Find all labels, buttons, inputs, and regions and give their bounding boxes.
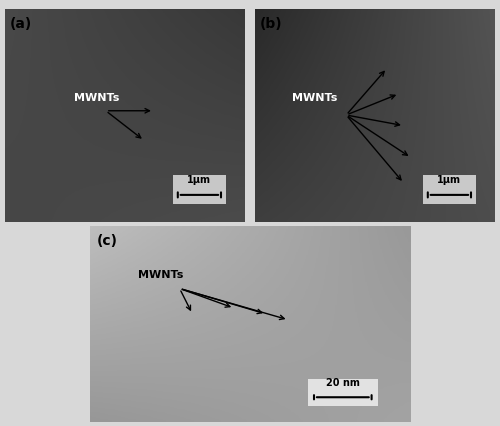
FancyBboxPatch shape bbox=[423, 175, 476, 204]
Text: (b): (b) bbox=[260, 17, 282, 31]
Text: 20 nm: 20 nm bbox=[326, 378, 360, 389]
Text: MWNTs: MWNTs bbox=[292, 93, 338, 103]
Text: MWNTs: MWNTs bbox=[74, 93, 119, 103]
Text: (c): (c) bbox=[96, 233, 117, 248]
Text: (a): (a) bbox=[10, 17, 32, 31]
FancyBboxPatch shape bbox=[173, 175, 226, 204]
Text: MWNTs: MWNTs bbox=[138, 270, 183, 280]
Text: 1μm: 1μm bbox=[188, 176, 212, 185]
Text: 1μm: 1μm bbox=[438, 176, 462, 185]
FancyBboxPatch shape bbox=[308, 379, 378, 406]
